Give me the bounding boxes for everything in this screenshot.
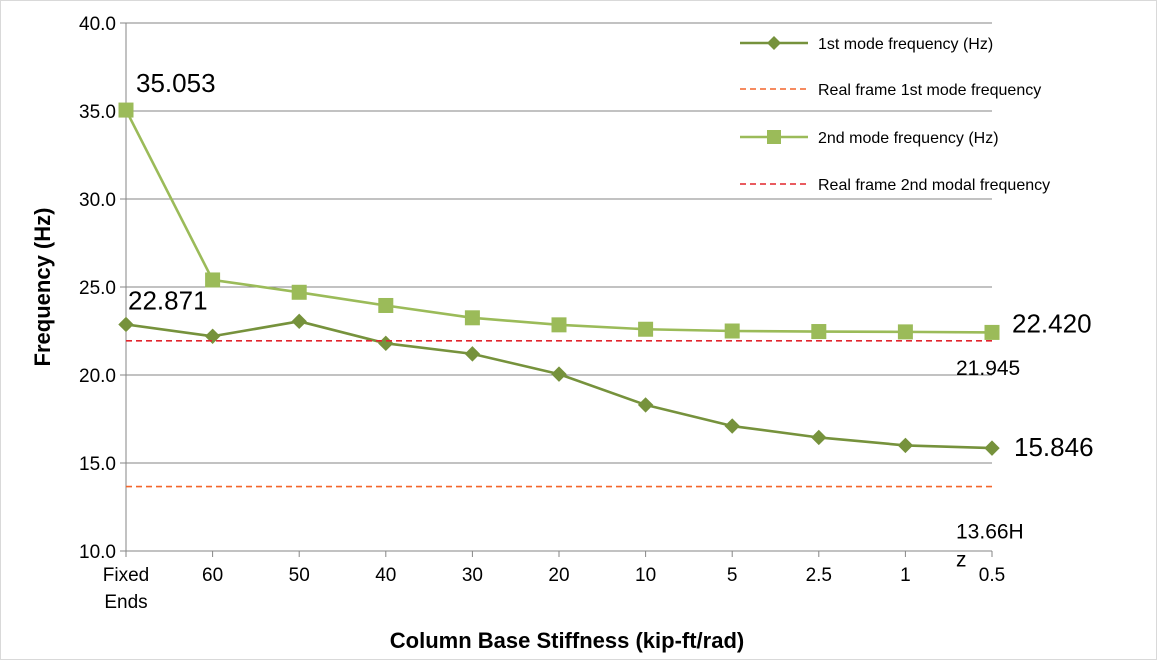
x-tick-label: Fixed (103, 565, 149, 586)
data-point-square (464, 310, 480, 326)
legend-swatch-diamond (767, 36, 781, 50)
x-tick-label: 40 (375, 565, 396, 586)
data-point-diamond (897, 437, 914, 454)
data-point-square (205, 272, 221, 288)
x-tick-label: Ends (104, 592, 147, 613)
data-point-square (984, 324, 1000, 340)
data-label: z (956, 549, 967, 572)
data-point-square (378, 297, 394, 313)
legend-entry-3: 2nd mode frequency (Hz) (740, 130, 999, 147)
y-axis-title: Frequency (Hz) (30, 208, 55, 367)
x-tick-label: 1 (900, 565, 911, 586)
data-point-diamond (118, 316, 134, 333)
data-point-diamond (724, 418, 740, 434)
x-tick-label: 20 (548, 565, 569, 586)
data-label: 13.66H (956, 521, 1024, 544)
x-axis-title: Column Base Stiffness (kip-ft/rad) (390, 628, 744, 653)
data-point-diamond (811, 429, 827, 446)
legend-entry-1: 1st mode frequency (Hz) (740, 36, 993, 53)
data-label: 21.945 (956, 357, 1020, 380)
data-label: 15.846 (1014, 432, 1094, 462)
legend-label: Real frame 2nd modal frequency (818, 177, 1050, 194)
x-tick-label: 5 (727, 565, 738, 586)
y-tick-label: 30.0 (79, 190, 116, 211)
data-labels: 35.053 22.871 22.420 15.846 21.945 13.66H z (128, 68, 1094, 572)
x-tick-label: 30 (462, 565, 483, 586)
x-tick-label: 60 (202, 565, 223, 586)
legend: 1st mode frequency (Hz) Real frame 1st mo… (740, 36, 1050, 194)
data-point-diamond (984, 440, 1000, 456)
data-point-square (291, 284, 307, 300)
x-tick-label: 2.5 (806, 565, 832, 586)
legend-label: Real frame 1st mode frequency (818, 82, 1041, 99)
data-point-square (638, 321, 654, 337)
legend-entry-2: Real frame 1st mode frequency (740, 82, 1041, 99)
series-layer (118, 102, 1000, 488)
y-tick-label: 35.0 (79, 102, 116, 123)
y-tick-label: 25.0 (79, 278, 116, 299)
legend-swatch-square (767, 130, 781, 144)
legend-label: 1st mode frequency (Hz) (818, 36, 993, 53)
data-point-square (811, 324, 827, 340)
y-tick-label: 15.0 (79, 454, 116, 475)
data-point-diamond (551, 366, 567, 382)
y-tick-label: 20.0 (79, 366, 116, 387)
series-3 (118, 102, 1000, 340)
y-tick-label: 10.0 (79, 542, 116, 563)
data-point-square (118, 102, 134, 118)
data-point-diamond (637, 397, 654, 413)
data-point-square (551, 317, 567, 333)
x-tick-label: 10 (635, 565, 656, 586)
axes: 10.0 15.0 20.0 25.0 30.0 35.0 40.0 Fixed Ends 60 5… (79, 14, 1005, 613)
data-label: 22.871 (128, 285, 208, 315)
legend-label: 2nd mode frequency (Hz) (818, 130, 999, 147)
data-point-diamond (291, 313, 307, 330)
data-point-diamond (464, 346, 481, 362)
data-point-square (897, 324, 913, 340)
y-tick-label: 40.0 (79, 14, 116, 35)
x-tick-label: 50 (289, 565, 310, 586)
legend-entry-4: Real frame 2nd modal frequency (740, 177, 1050, 194)
data-label: 22.420 (1012, 308, 1092, 338)
data-point-diamond (204, 328, 221, 344)
x-tick-label: 0.5 (979, 565, 1005, 586)
series-1 (118, 313, 1000, 456)
data-label: 35.053 (136, 68, 216, 98)
data-point-square (724, 323, 740, 339)
